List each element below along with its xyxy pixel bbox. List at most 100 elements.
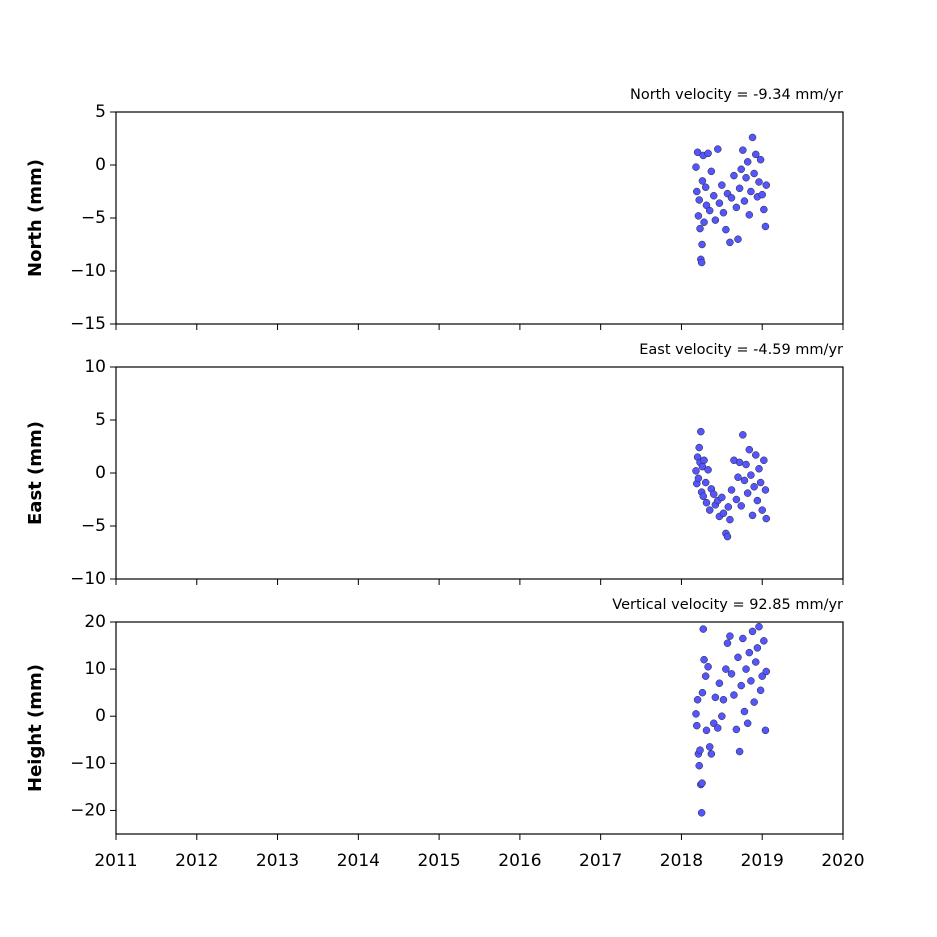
- point: [761, 486, 770, 494]
- point: [752, 150, 760, 159]
- point: [748, 133, 757, 142]
- point: [739, 431, 747, 439]
- point: [756, 478, 765, 487]
- point: [718, 712, 726, 720]
- point: [705, 506, 714, 514]
- point: [704, 466, 712, 474]
- point: [742, 460, 750, 469]
- point: [753, 644, 762, 652]
- point: [734, 653, 742, 662]
- x-tick-label: 2018: [660, 851, 703, 871]
- point: [697, 258, 706, 267]
- point: [715, 679, 724, 687]
- x-tick-label: 2015: [417, 851, 460, 871]
- point: [692, 163, 700, 171]
- point: [739, 146, 747, 154]
- point: [760, 456, 768, 465]
- point: [747, 677, 755, 685]
- point: [750, 169, 758, 178]
- point: [760, 205, 768, 214]
- point: [734, 235, 742, 243]
- point: [694, 212, 703, 220]
- point: [710, 191, 718, 200]
- point: [726, 632, 734, 640]
- y-tick-label: 10: [84, 659, 106, 679]
- point: [695, 196, 703, 204]
- point: [702, 726, 711, 735]
- point: [762, 181, 771, 189]
- point: [701, 672, 710, 680]
- point: [698, 240, 706, 249]
- point: [739, 634, 747, 643]
- x-tick-label: 2020: [821, 851, 864, 871]
- point: [755, 178, 763, 186]
- y-tick-label: −5: [81, 516, 106, 536]
- panel: Vertical velocity = 92.85 mm/yr Height (m…: [25, 597, 865, 871]
- point: [705, 743, 714, 751]
- point: [719, 208, 728, 217]
- point: [710, 490, 718, 498]
- point: [701, 183, 710, 192]
- point: [726, 238, 734, 247]
- y-tick-label: −10: [70, 753, 106, 773]
- point: [719, 509, 728, 518]
- point: [740, 476, 749, 485]
- point: [707, 750, 716, 758]
- point: [756, 686, 765, 695]
- point: [723, 639, 732, 647]
- point: [750, 483, 758, 491]
- y-axis-label: North (mm): [25, 159, 46, 277]
- y-axis-label: East (mm): [25, 421, 46, 525]
- point: [745, 445, 754, 454]
- point: [755, 465, 763, 473]
- axes-frame: [115, 621, 844, 835]
- point: [701, 478, 710, 487]
- y-tick-label: 0: [95, 155, 106, 175]
- point: [700, 456, 708, 465]
- panel: North velocity = -9.34 mm/yr North (mm) −1…: [25, 87, 844, 334]
- point: [761, 222, 770, 231]
- point: [735, 458, 744, 467]
- point: [694, 474, 703, 483]
- point: [737, 681, 745, 690]
- x-tick-label: 2014: [337, 851, 380, 871]
- point: [692, 467, 700, 475]
- point: [755, 622, 763, 631]
- x-tick-label: 2011: [94, 851, 137, 871]
- y-tick-label: 20: [84, 612, 106, 632]
- point: [693, 721, 701, 730]
- point: [760, 637, 768, 645]
- point: [735, 747, 744, 756]
- y-tick-label: 10: [84, 357, 106, 377]
- point: [727, 486, 736, 494]
- point: [730, 691, 738, 699]
- point: [762, 667, 771, 676]
- point: [735, 184, 744, 193]
- point: [758, 190, 766, 199]
- point: [748, 511, 757, 520]
- point: [715, 199, 724, 207]
- point: [700, 218, 708, 226]
- point: [722, 225, 730, 234]
- chart-title: Vertical velocity = 92.85 mm/yr: [612, 597, 843, 613]
- point: [692, 710, 700, 718]
- point: [700, 655, 708, 664]
- point: [742, 665, 750, 673]
- x-tick-label: 2017: [579, 851, 622, 871]
- point: [723, 532, 732, 541]
- point: [745, 211, 754, 219]
- point: [726, 515, 734, 524]
- y-tick-label: −10: [70, 261, 106, 281]
- point: [737, 502, 745, 510]
- point: [743, 158, 752, 166]
- point: [732, 725, 741, 734]
- point: [722, 665, 730, 673]
- point: [697, 809, 706, 817]
- x-tick-label: 2016: [498, 851, 541, 871]
- point: [762, 514, 771, 523]
- point: [730, 171, 738, 180]
- point: [740, 707, 749, 716]
- point: [693, 148, 702, 157]
- point: [693, 695, 702, 704]
- point: [698, 177, 707, 185]
